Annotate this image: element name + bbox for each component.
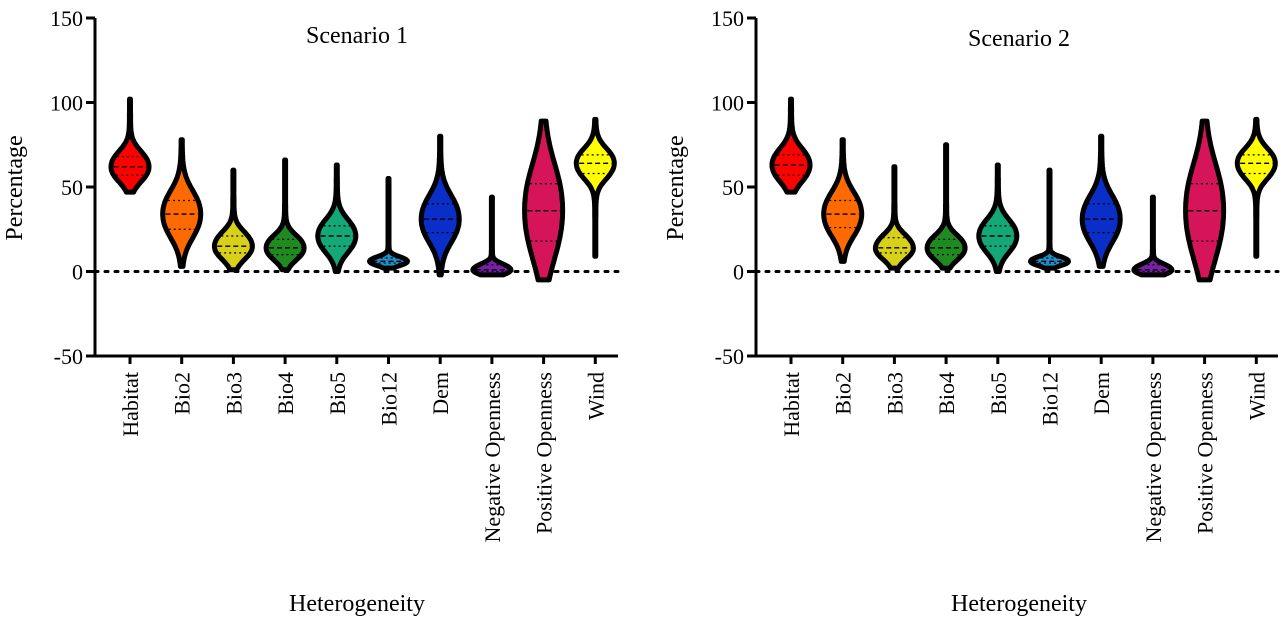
violin-bio2 xyxy=(821,137,865,264)
y-tick-label: 50 xyxy=(722,175,744,200)
y-tick-label: 150 xyxy=(50,6,83,31)
violin-positive-openness xyxy=(522,118,566,283)
y-tick-label: 100 xyxy=(711,91,744,116)
violin-dem xyxy=(1079,133,1123,269)
x-axis-title: Heterogeneity xyxy=(289,591,425,617)
x-tick-label: Bio2 xyxy=(170,372,195,415)
y-axis-title: Percentage xyxy=(2,135,28,240)
x-tick-label: Bio4 xyxy=(273,372,298,415)
violin-habitat xyxy=(108,96,152,195)
x-tick-label: Bio12 xyxy=(1038,372,1063,426)
violin-bio5 xyxy=(976,162,1020,274)
x-tick-label: Habitat xyxy=(779,372,804,437)
violin-bio3 xyxy=(872,164,916,271)
x-tick-label: Bio4 xyxy=(934,372,959,415)
x-axis-title: Heterogeneity xyxy=(951,591,1087,617)
violin-bio4 xyxy=(924,142,968,271)
violin-bio4 xyxy=(263,157,307,273)
violin-dem xyxy=(418,133,462,278)
violin-bio2 xyxy=(160,137,204,269)
chart-title: Scenario 1 xyxy=(306,23,408,49)
y-tick-label: -50 xyxy=(715,344,744,369)
y-tick-label: 0 xyxy=(72,260,83,285)
x-tick-label: Habitat xyxy=(118,372,143,437)
y-axis-title: Percentage xyxy=(663,135,689,240)
y-tick-label: -50 xyxy=(54,344,83,369)
x-tick-label: Positive Openness xyxy=(532,372,557,534)
x-tick-label: Wind xyxy=(583,372,608,420)
y-tick-label: 100 xyxy=(50,91,83,116)
chart-panel-scenario-2: Scenario 2 Percentage Heterogeneity -50 0… xyxy=(663,6,1280,617)
violin-bio5 xyxy=(315,162,359,274)
violin-wind xyxy=(573,116,617,259)
violin-negative-openness xyxy=(470,194,514,278)
x-tick-label: Bio5 xyxy=(986,372,1011,415)
violin-bio12 xyxy=(1028,167,1071,271)
chart-title: Scenario 2 xyxy=(968,26,1070,52)
violin-negative-openness xyxy=(1131,194,1175,278)
x-tick-label: Negative Openness xyxy=(1141,372,1166,542)
y-tick-label: 50 xyxy=(61,175,83,200)
x-tick-label: Negative Openness xyxy=(480,372,505,542)
y-tick-label: 150 xyxy=(711,6,744,31)
x-tick-label: Dem xyxy=(1089,372,1114,415)
x-tick-label: Bio5 xyxy=(325,372,350,415)
x-tick-label: Bio3 xyxy=(221,372,246,415)
x-tick-label: Bio2 xyxy=(831,372,856,415)
x-tick-label: Dem xyxy=(428,372,453,415)
x-tick-label: Positive Openness xyxy=(1193,372,1218,534)
x-tick-label: Bio3 xyxy=(882,372,907,415)
chart-panel-scenario-1: Scenario 1 Percentage Heterogeneity -50 0… xyxy=(2,6,620,617)
violin-habitat xyxy=(769,96,813,195)
violin-positive-openness xyxy=(1183,118,1227,283)
x-tick-label: Bio12 xyxy=(377,372,402,426)
violin-bio3 xyxy=(211,167,255,273)
x-tick-label: Wind xyxy=(1244,372,1269,420)
violin-bio12 xyxy=(367,176,410,271)
y-tick-label: 0 xyxy=(733,260,744,285)
violin-wind xyxy=(1234,116,1278,259)
